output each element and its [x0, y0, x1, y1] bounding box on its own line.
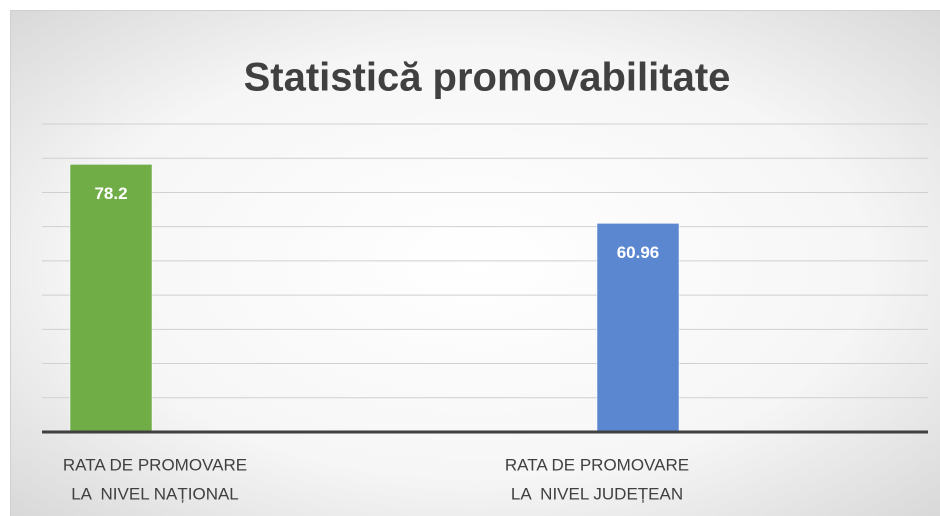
bar — [69, 164, 153, 433]
bar — [596, 223, 680, 433]
data-label: 60.96 — [617, 243, 660, 262]
chart-title: Statistică promovabilitate — [244, 56, 731, 100]
x-tick-label: LA NIVEL NAȚIONAL — [71, 484, 239, 503]
x-tick-label: RATA DE PROMOVARE — [63, 455, 247, 474]
x-tick-label: LA NIVEL JUDEȚEAN — [511, 484, 683, 503]
x-tick-label: RATA DE PROMOVARE — [505, 455, 689, 474]
data-label: 78.2 — [94, 184, 127, 203]
